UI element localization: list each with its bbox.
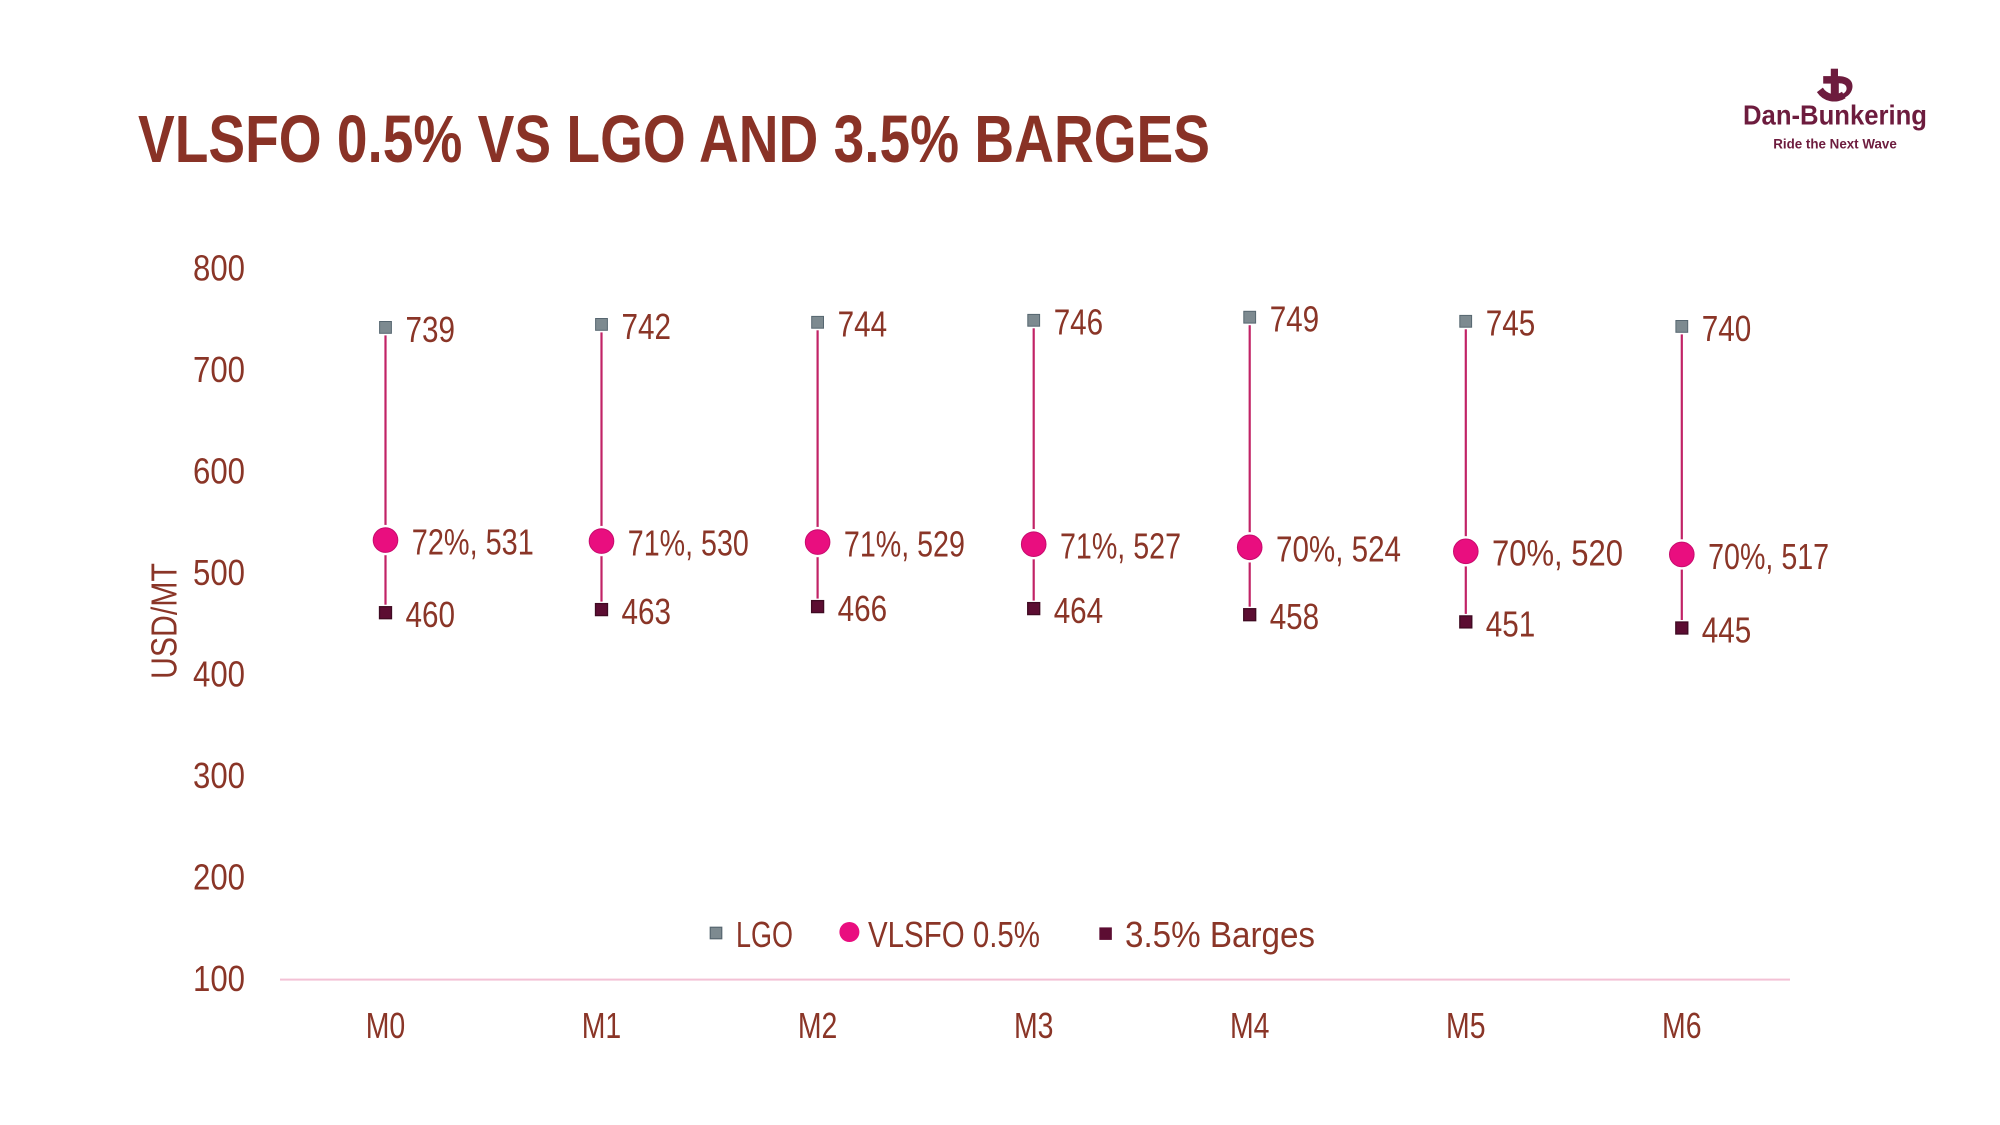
- svg-text:600: 600: [193, 450, 245, 491]
- svg-text:LGO: LGO: [736, 914, 793, 955]
- svg-text:70%, 520: 70%, 520: [1492, 533, 1623, 574]
- svg-text:100: 100: [193, 958, 245, 999]
- svg-text:744: 744: [838, 304, 888, 345]
- svg-text:200: 200: [193, 856, 245, 897]
- svg-text:Ride the Next Wave: Ride the Next Wave: [1773, 136, 1897, 151]
- svg-text:458: 458: [1270, 596, 1320, 637]
- svg-text:Dan-Bunkering: Dan-Bunkering: [1743, 100, 1927, 131]
- svg-text:700: 700: [193, 349, 245, 390]
- svg-text:72%, 531: 72%, 531: [412, 522, 534, 563]
- svg-text:742: 742: [622, 306, 672, 347]
- svg-text:70%, 524: 70%, 524: [1276, 529, 1401, 570]
- svg-text:445: 445: [1702, 609, 1752, 650]
- svg-text:400: 400: [193, 653, 245, 694]
- svg-text:466: 466: [838, 588, 888, 629]
- svg-text:740: 740: [1702, 308, 1752, 349]
- svg-text:71%, 530: 71%, 530: [628, 523, 749, 564]
- svg-text:VLSFO 0.5%: VLSFO 0.5%: [868, 914, 1040, 955]
- svg-text:745: 745: [1486, 303, 1536, 344]
- svg-text:464: 464: [1054, 590, 1104, 631]
- svg-text:739: 739: [406, 309, 456, 350]
- svg-text:451: 451: [1486, 603, 1536, 644]
- svg-text:300: 300: [193, 755, 245, 796]
- svg-text:VLSFO 0.5% VS LGO AND 3.5% BAR: VLSFO 0.5% VS LGO AND 3.5% BARGES: [138, 102, 1210, 177]
- svg-text:3.5% Barges: 3.5% Barges: [1125, 914, 1315, 955]
- svg-text:500: 500: [193, 552, 245, 593]
- svg-text:463: 463: [622, 591, 672, 632]
- svg-text:USD/MT: USD/MT: [144, 563, 185, 679]
- svg-text:749: 749: [1270, 299, 1320, 340]
- svg-text:M4: M4: [1230, 1005, 1270, 1046]
- svg-text:M1: M1: [582, 1005, 622, 1046]
- svg-text:71%, 529: 71%, 529: [844, 524, 965, 565]
- svg-text:M3: M3: [1014, 1005, 1054, 1046]
- svg-text:M2: M2: [798, 1005, 838, 1046]
- svg-text:M0: M0: [366, 1005, 406, 1046]
- svg-text:71%, 527: 71%, 527: [1060, 526, 1181, 567]
- svg-text:M6: M6: [1662, 1005, 1702, 1046]
- svg-text:M5: M5: [1446, 1005, 1486, 1046]
- svg-text:746: 746: [1054, 302, 1104, 343]
- svg-text:460: 460: [406, 594, 456, 635]
- svg-text:70%, 517: 70%, 517: [1708, 536, 1829, 577]
- svg-text:800: 800: [193, 247, 245, 288]
